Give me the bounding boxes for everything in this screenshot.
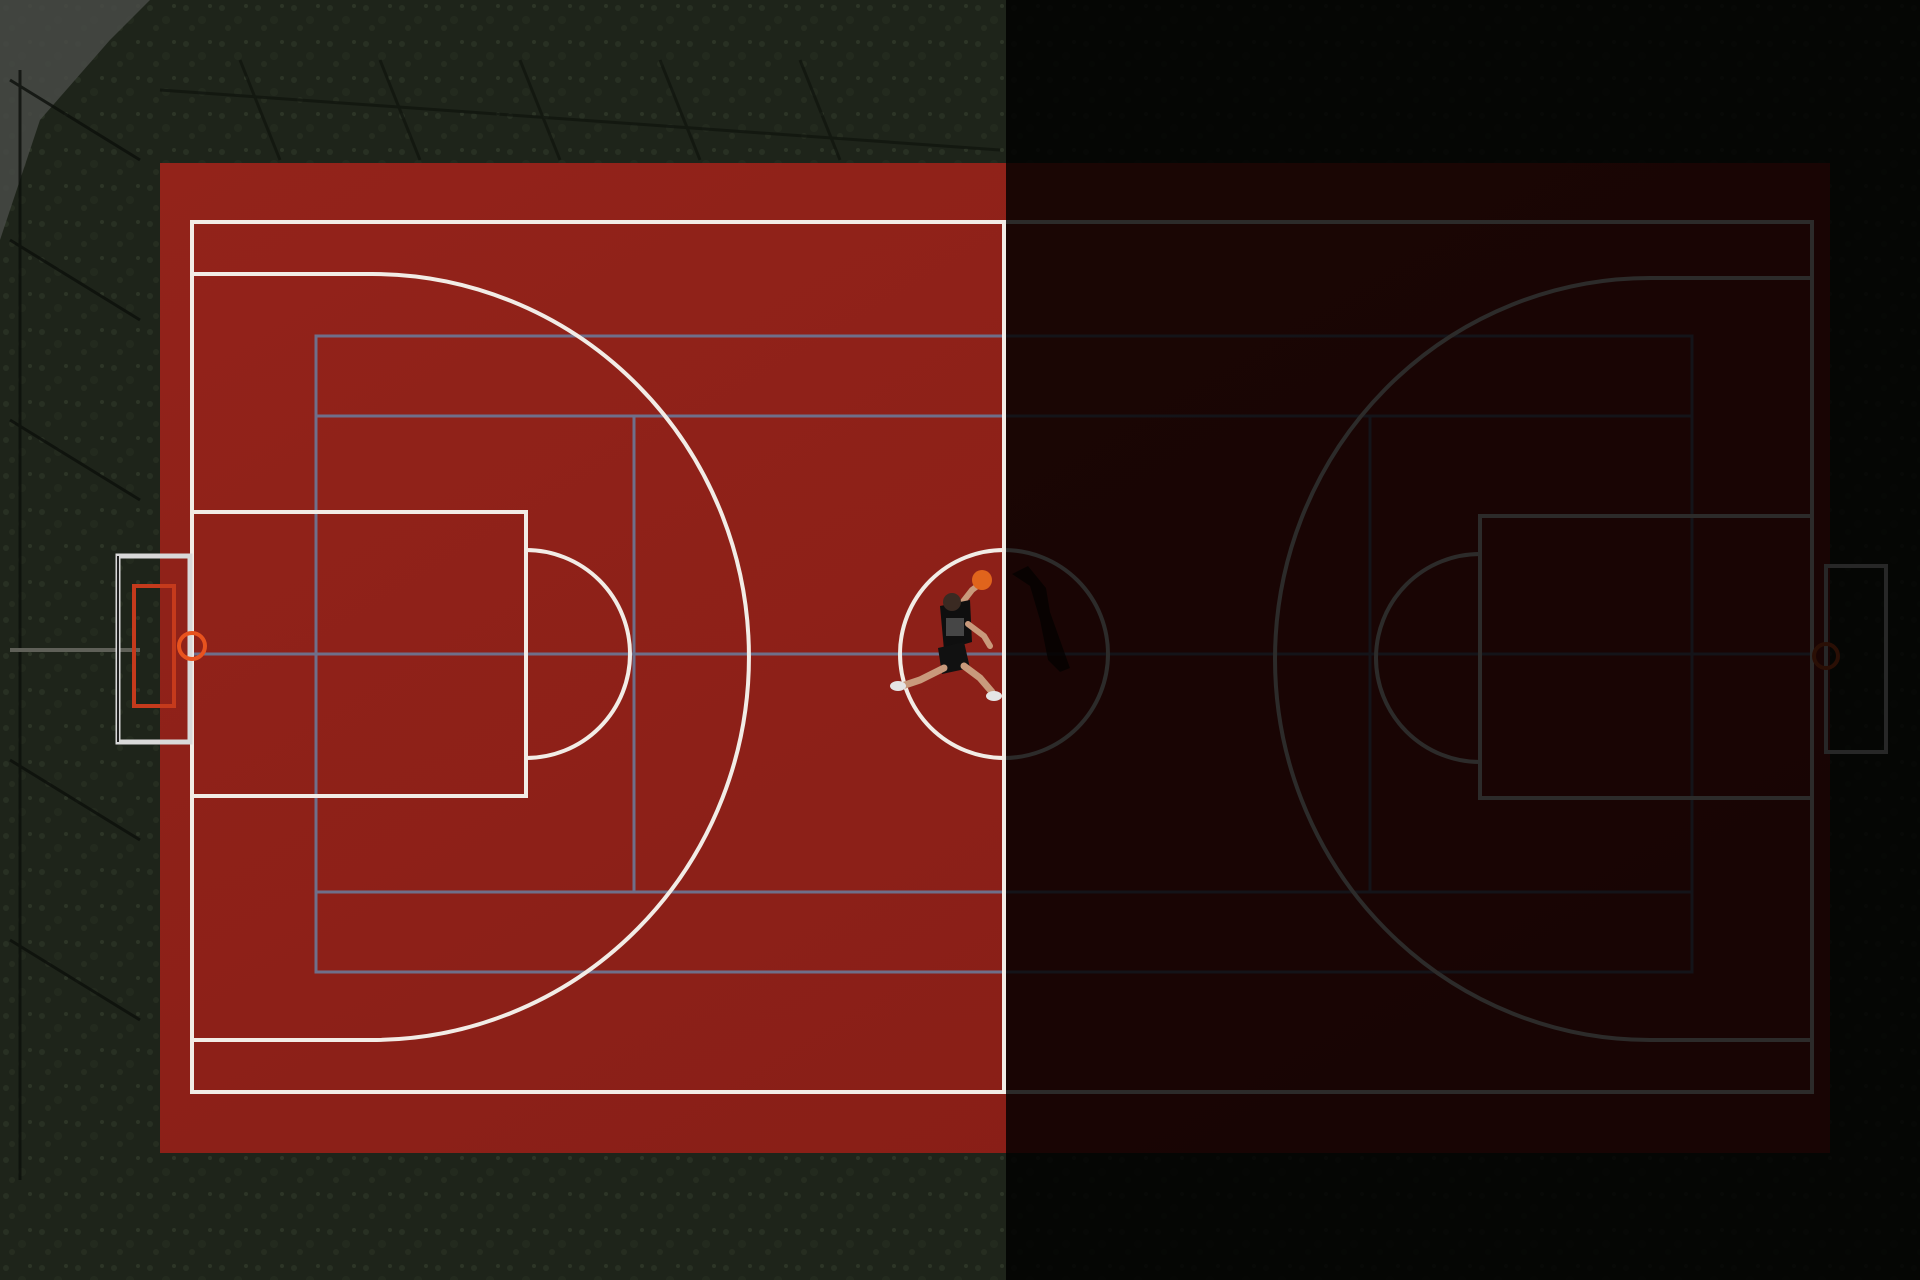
hoop-rim — [177, 631, 207, 661]
basketball-hoop — [10, 553, 207, 745]
basketball — [972, 570, 992, 590]
fence-top — [159, 59, 1001, 161]
footpath — [0, 0, 150, 240]
shadow-overlay — [1006, 0, 1920, 1280]
fence-left — [9, 70, 141, 1180]
